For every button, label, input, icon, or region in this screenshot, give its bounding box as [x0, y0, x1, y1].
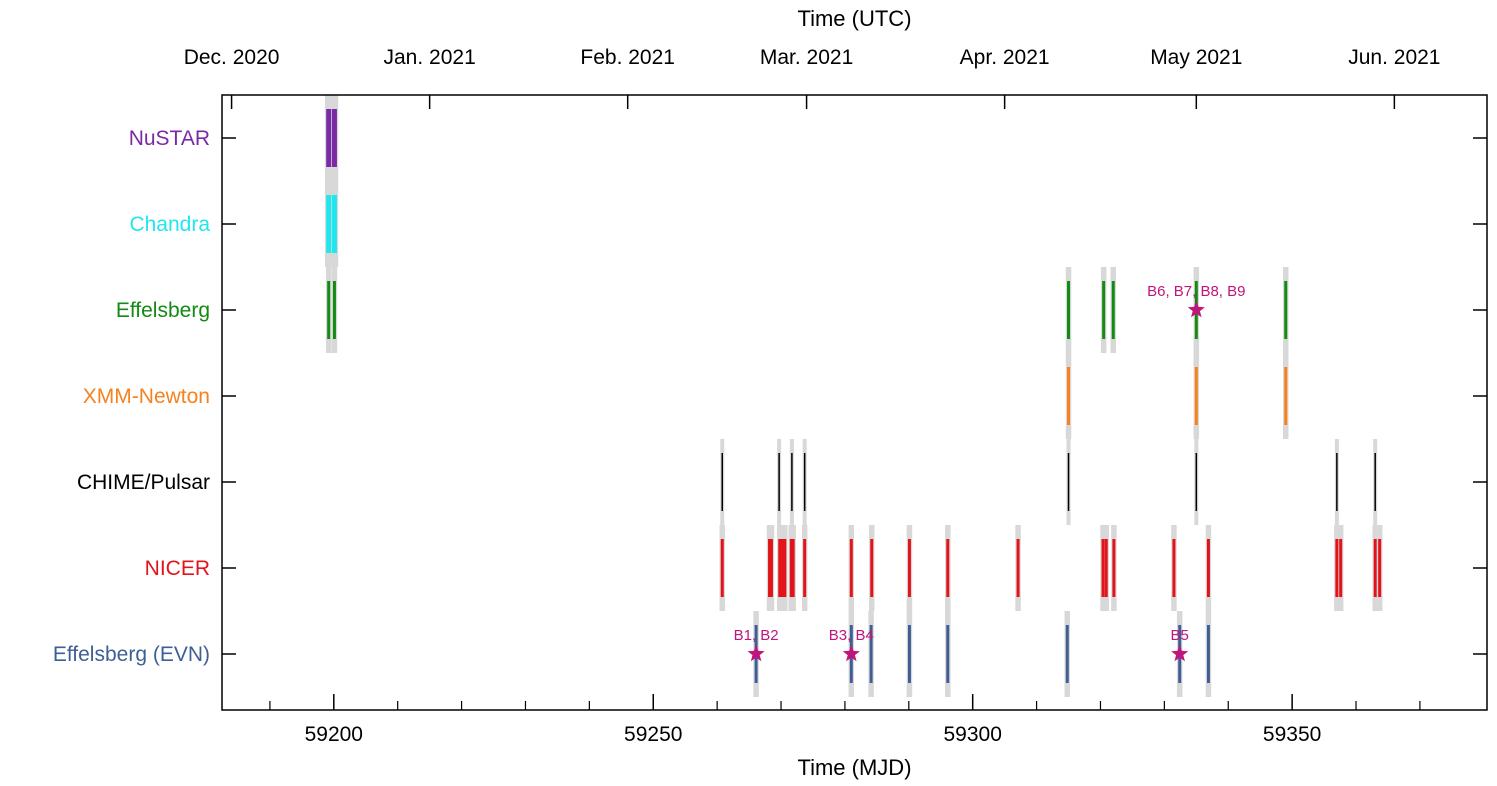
x-tick-label: 59350 — [1263, 723, 1321, 746]
row-label-effelsberg-evn: Effelsberg (EVN) — [53, 643, 210, 666]
top-tick-label: Apr. 2021 — [960, 46, 1050, 69]
x-tick-label: 59200 — [305, 723, 363, 746]
shaded-coverage-layer — [324, 95, 1383, 697]
row-label-nustar: NuSTAR — [129, 127, 210, 150]
axis-labels-layer: NuSTAR Chandra Effelsberg XMM-Newton CHIME/P… — [53, 46, 1441, 746]
burst-star-marker — [747, 645, 765, 662]
x-axis-title: Time (MJD) — [797, 755, 911, 780]
burst-star-marker — [842, 645, 860, 662]
plot-frame — [221, 94, 1488, 711]
row-label-xmm-newton: XMM-Newton — [83, 385, 210, 408]
top-tick-label: Jun. 2021 — [1348, 46, 1440, 69]
top-tick-label: Jan. 2021 — [384, 46, 476, 69]
row-label-chime-pulsar: CHIME/Pulsar — [77, 471, 210, 494]
top-tick-label: Feb. 2021 — [580, 46, 675, 69]
top-tick-label: May 2021 — [1150, 46, 1242, 69]
burst-label: B6, B7, B8, B9 — [1147, 283, 1245, 300]
burst-label: B1, B2 — [734, 627, 779, 644]
row-label-effelsberg: Effelsberg — [116, 299, 210, 322]
burst-label: B5 — [1171, 627, 1189, 644]
burst-markers-layer: B6, B7, B8, B9 B1, B2 B3, B4 B5 — [734, 283, 1246, 662]
observation-bars-layer — [326, 109, 1382, 683]
top-axis-title: Time (UTC) — [797, 6, 911, 31]
top-tick-label: Mar. 2021 — [760, 46, 853, 69]
x-tick-label: 59300 — [943, 723, 1001, 746]
burst-star-marker — [1187, 301, 1205, 318]
burst-star-marker — [1171, 645, 1189, 662]
row-label-nicer: NICER — [145, 557, 210, 580]
row-label-chandra: Chandra — [129, 213, 210, 236]
top-tick-label: Dec. 2020 — [184, 46, 280, 69]
x-tick-label: 59250 — [624, 723, 682, 746]
axis-ticks-layer — [222, 95, 1487, 710]
burst-label: B3, B4 — [829, 627, 874, 644]
